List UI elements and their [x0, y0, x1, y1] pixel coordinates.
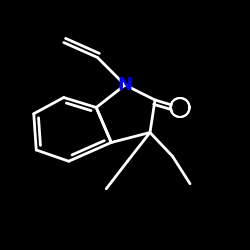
Text: N: N — [118, 76, 132, 94]
Circle shape — [173, 100, 187, 114]
